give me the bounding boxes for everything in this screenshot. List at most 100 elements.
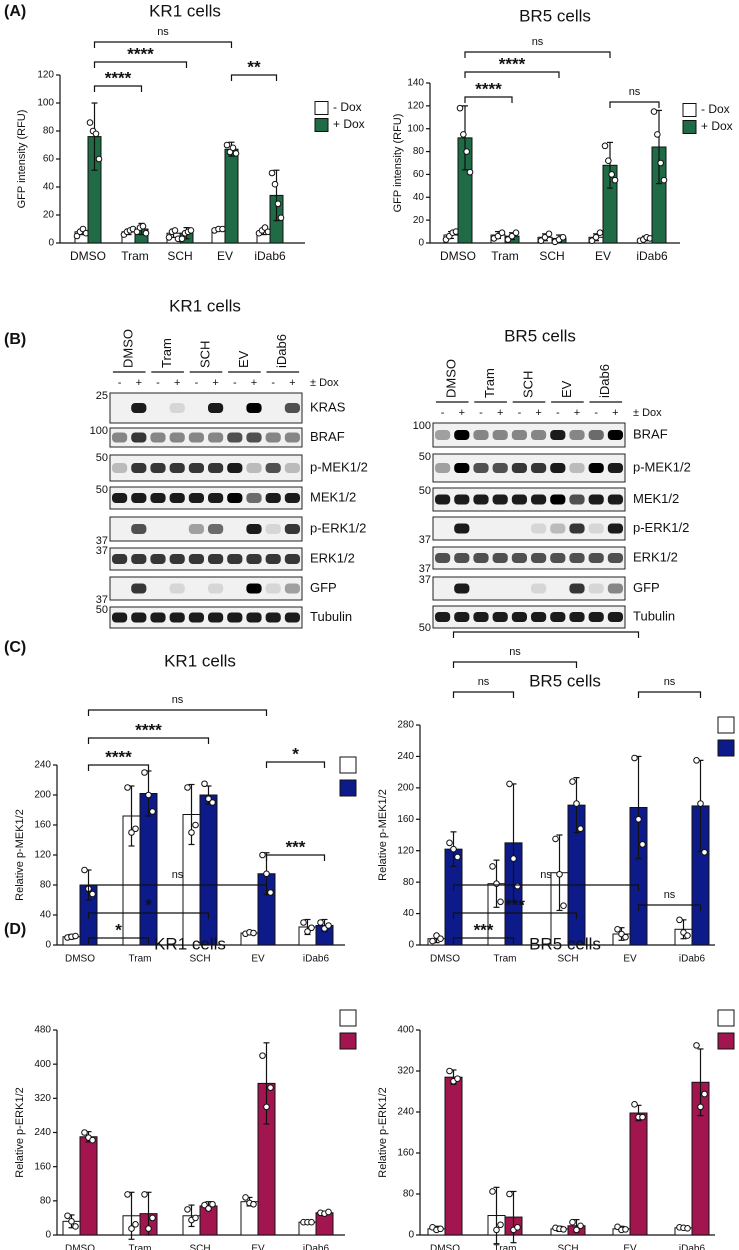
y-tick-label: 400 (34, 1059, 51, 1070)
data-point (171, 227, 179, 234)
y-tick-label: 160 (34, 1161, 51, 1172)
data-point (489, 1188, 496, 1195)
data-point (308, 1218, 315, 1226)
blot-band (454, 553, 470, 563)
significance-label: * (115, 920, 122, 939)
blot-band (208, 493, 224, 503)
data-point (325, 1208, 332, 1216)
data-point (72, 932, 79, 940)
error-bar (462, 105, 468, 171)
data-point (250, 929, 257, 937)
y-tick-label: 100 (407, 123, 424, 134)
blot-band (131, 493, 147, 503)
blot-band (607, 583, 623, 594)
mw-marker: 50 (96, 484, 108, 496)
blot-row-label: p-ERK1/2 (310, 520, 366, 535)
error-bar (263, 1042, 270, 1125)
blot-band (607, 430, 623, 440)
significance-label: **** (475, 79, 502, 98)
blot-band (569, 494, 585, 505)
blot-band (208, 583, 224, 594)
blot-band (188, 612, 204, 623)
significance-label: ns (478, 676, 490, 688)
blot-band (492, 430, 508, 440)
blot-band (454, 494, 470, 505)
significance-bracket (637, 904, 702, 911)
data-point (141, 1191, 148, 1198)
data-point (596, 229, 604, 237)
data-point (693, 757, 700, 764)
x-tick-label: DMSO (65, 1244, 95, 1250)
significance-bracket (452, 691, 515, 698)
blot-band (454, 523, 470, 534)
blot-band (150, 612, 166, 623)
data-point (271, 180, 279, 188)
blot-band (435, 494, 451, 505)
dox-sign: + (136, 377, 142, 389)
data-point (489, 863, 496, 870)
blot-band (531, 612, 547, 622)
panel-label: (D) (4, 921, 26, 938)
data-point (611, 176, 619, 184)
blot-strip (109, 547, 303, 571)
y-axis-label: Relative p-ERK1/2 (14, 1087, 26, 1178)
error-bar (607, 141, 613, 189)
data-point (446, 839, 453, 847)
data-point (460, 131, 467, 138)
blot-band (588, 494, 604, 505)
dox-sign: + (535, 407, 541, 419)
blot-title: BR5 cells (504, 326, 576, 345)
significance-bracket (452, 661, 578, 668)
data-point (497, 898, 504, 906)
x-tick-label: Tram (491, 249, 519, 263)
blot-band (188, 554, 204, 564)
x-tick-label: Tram (494, 1244, 517, 1250)
mw-marker: 37 (419, 563, 431, 575)
data-point (300, 919, 307, 926)
dox-label: ± Dox (310, 377, 339, 389)
blot-band (435, 553, 451, 563)
blot-band (511, 430, 527, 440)
mw-marker: 25 (96, 390, 108, 402)
legend-swatch (339, 779, 357, 797)
blot-row-label: p-MEK1/2 (633, 459, 691, 474)
legend-label: - Dox (333, 100, 362, 114)
data-point (149, 808, 156, 815)
x-tick-label: Tram (129, 954, 152, 965)
significance-label: ns (664, 889, 676, 901)
bar (444, 1076, 463, 1236)
blot-band (169, 463, 185, 473)
blot-band (569, 553, 585, 563)
data-point (308, 924, 315, 932)
dox-sign: - (233, 377, 237, 389)
dox-sign: - (518, 407, 522, 419)
blot-band (112, 612, 128, 623)
blot-band (208, 403, 224, 413)
data-point (64, 1212, 71, 1220)
blot-band (265, 432, 281, 443)
data-point (268, 169, 276, 177)
data-point (429, 937, 436, 945)
mw-marker: 50 (419, 622, 431, 634)
blot-band (435, 612, 451, 622)
blot-band (492, 494, 508, 505)
significance-label: **** (105, 747, 132, 766)
data-point (89, 1136, 96, 1144)
data-point (277, 214, 285, 222)
blot-band (569, 430, 585, 440)
mw-marker: 50 (96, 452, 108, 464)
x-tick-label: DMSO (440, 249, 476, 263)
significance-bracket (609, 101, 660, 108)
dox-sign: + (612, 407, 618, 419)
lane-label: DMSO (121, 329, 136, 368)
blot-band (569, 463, 585, 473)
blot-band (550, 523, 566, 534)
data-point (229, 144, 237, 152)
mw-marker: 100 (90, 425, 108, 437)
significance-label: ** (247, 57, 261, 76)
data-point (569, 1218, 576, 1226)
legend-swatch (682, 120, 697, 134)
legend-label: + Dox (333, 117, 365, 131)
data-point (493, 1226, 500, 1234)
blot-band (435, 430, 451, 440)
